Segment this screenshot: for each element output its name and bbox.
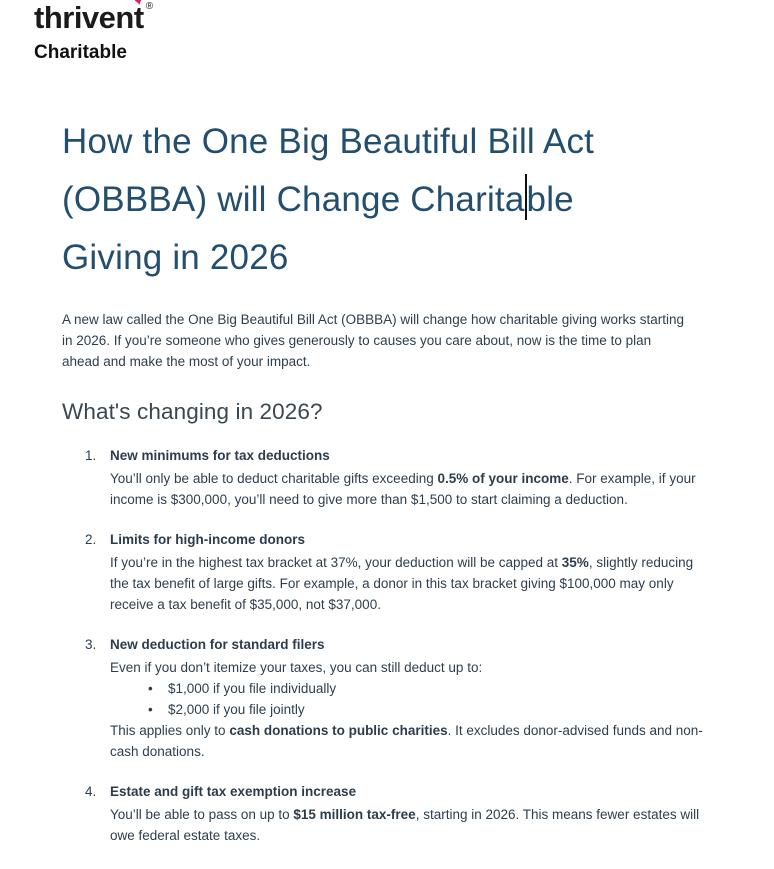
- title-text-before-caret: (OBBBA) will Change Charita: [62, 180, 525, 219]
- text-segment: Even if you don’t itemize your taxes, yo…: [110, 660, 483, 675]
- changes-list: 1. New minimums for tax deductions You’l…: [62, 447, 710, 846]
- text-segment: 35%: [561, 555, 589, 570]
- text-segment: $15 million tax-free: [293, 807, 416, 822]
- brand-header: thrivent ♥ ® Charitable: [0, 0, 774, 63]
- bullet-icon: •: [148, 702, 153, 717]
- list-item-number: 4.: [85, 784, 97, 799]
- text-segment: . For example, if your income is $300,00…: [110, 471, 696, 507]
- list-item-3: 3. New deduction for standard filers Eve…: [62, 636, 710, 762]
- sub-bullet-item: • $2,000 if you file jointly: [110, 699, 704, 720]
- thrivent-logo: thrivent ♥ ®: [34, 0, 774, 35]
- registered-trademark-icon: ®: [145, 1, 154, 12]
- list-item-number: 1.: [85, 448, 97, 463]
- list-item-body-continued: This applies only to cash donations to p…: [110, 720, 704, 762]
- sub-bullet-text: $1,000 if you file individually: [168, 681, 337, 696]
- title-line-1: How the One Big Beautiful Bill Act: [62, 122, 595, 161]
- list-item-content: New minimums for tax deductions You’ll o…: [110, 447, 704, 510]
- list-item-body: If you’re in the highest tax bracket at …: [110, 552, 704, 615]
- title-text-after-caret: ble: [526, 180, 574, 219]
- logo-text: thriven: [34, 0, 134, 35]
- bullet-icon: •: [148, 681, 153, 696]
- text-segment: 0.5% of your income: [437, 471, 569, 486]
- text-segment: . It excludes donor-advised funds and no…: [110, 723, 703, 759]
- list-item-title: New minimums for tax deductions: [110, 448, 330, 463]
- list-item-content: Limits for high-income donors If you’re …: [110, 531, 704, 615]
- list-item-body: You’ll only be able to deduct charitable…: [110, 468, 704, 510]
- text-segment: You’ll only be able to deduct charitable…: [110, 471, 438, 486]
- list-item-title: Limits for high-income donors: [110, 532, 305, 547]
- list-item-content: New deduction for standard filers Even i…: [110, 636, 704, 762]
- document-title: How the One Big Beautiful Bill Act (OBBB…: [62, 113, 710, 287]
- sub-bullet-item: • $1,000 if you file individually: [110, 678, 704, 699]
- logo-text: t: [133, 0, 144, 35]
- sub-bullet-text: $2,000 if you file jointly: [168, 702, 305, 717]
- document-editing-surface[interactable]: How the One Big Beautiful Bill Act (OBBB…: [0, 113, 774, 846]
- text-segment: , starting in 2026. This means fewer est…: [110, 807, 700, 843]
- text-segment: If you’re in the highest tax bracket at …: [110, 555, 562, 570]
- list-item-1: 1. New minimums for tax deductions You’l…: [62, 447, 710, 510]
- title-line-3: Giving in 2026: [62, 238, 289, 277]
- text-segment: cash donations to public charities: [229, 723, 448, 738]
- logo-final-t: t ♥: [132, 0, 144, 35]
- list-item-body: Even if you don’t itemize your taxes, yo…: [110, 657, 704, 678]
- list-item-number: 3.: [85, 637, 97, 652]
- list-item-title: New deduction for standard filers: [110, 637, 325, 652]
- list-item-4: 4. Estate and gift tax exemption increas…: [62, 783, 710, 846]
- logo-charitable-label: Charitable: [34, 42, 127, 63]
- text-segment: , slightly reducing the tax benefit of l…: [110, 555, 694, 612]
- text-segment: This applies only to: [110, 723, 230, 738]
- text-cursor-caret: [524, 174, 527, 220]
- thrivent-logo-wordmark: thrivent ♥: [34, 0, 144, 35]
- sub-bullet-list: • $1,000 if you file individually • $2,000…: [110, 678, 704, 720]
- list-item-content: Estate and gift tax exemption increase Y…: [110, 783, 704, 846]
- list-item-body: You’ll be able to pass on up to $15 mill…: [110, 804, 704, 846]
- list-item-title: Estate and gift tax exemption increase: [110, 784, 357, 799]
- title-line-2: (OBBBA) will Change Charitable: [62, 171, 710, 229]
- intro-paragraph: A new law called the One Big Beautiful B…: [62, 312, 685, 369]
- list-item-number: 2.: [85, 532, 97, 547]
- section-heading: What's changing in 2026?: [62, 399, 323, 424]
- text-segment: You’ll be able to pass on up to: [110, 807, 294, 822]
- list-item-2: 2. Limits for high-income donors If you’…: [62, 531, 710, 615]
